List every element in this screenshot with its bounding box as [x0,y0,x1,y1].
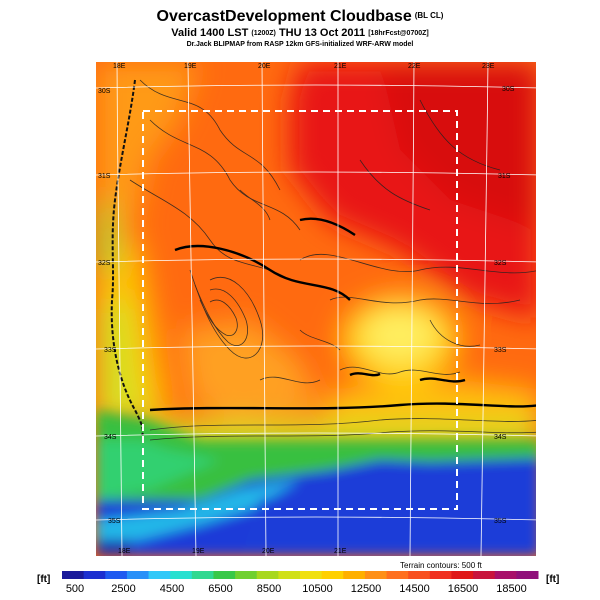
colorbar-label: 6500 [208,583,233,595]
lon-label-top: 20E [258,63,271,70]
lat-label-right: 31S [498,173,511,180]
colorbar-label: 2500 [111,583,136,595]
inner-domain-box [142,110,458,510]
lon-label-top: 21E [334,63,347,70]
colorbar-swatch [321,571,344,579]
colorbar-swatch [494,571,517,579]
colorbar-swatch [148,571,171,579]
colorbar [62,571,539,579]
lat-label-right: 32S [494,260,507,267]
colorbar-label: 12500 [350,583,382,595]
lat-label-left: 31S [98,173,111,180]
colorbar-swatch [235,571,258,579]
lon-label-top: 19E [184,63,197,70]
lon-label-top: 18E [113,63,126,70]
colorbar-swatch [343,571,366,579]
colorbar-label: 16500 [447,583,479,595]
colorbar-swatch [62,571,85,579]
colorbar-swatch [83,571,106,579]
colorbar-label: 500 [65,583,85,595]
valid-forecast: [18hrFcst@0700Z] [368,30,429,37]
valid-time: Valid 1400 LST (1200Z) THU 13 Oct 2011 [… [0,27,600,39]
lat-label-right: 35S [494,518,507,525]
lat-label-right: 30S [502,86,515,93]
colorbar-label: 18500 [496,583,527,595]
lon-label-bottom: 19E [192,548,205,555]
valid-local: (1200Z) [251,30,276,37]
lon-label-top: 22E [408,63,421,70]
colorbar-swatch [300,571,323,579]
lon-label-bottom: 21E [334,548,347,555]
lat-label-left: 35S [108,518,121,525]
unit-left: [ft] [37,574,51,585]
lat-lon-grid [96,62,536,556]
lat-label-left: 30S [98,88,111,95]
colorbar-swatch [451,571,474,579]
lat-label-left: 34S [104,434,117,441]
colorbar-swatch [213,571,236,579]
map-field [96,62,536,556]
colorbar-swatch [516,571,539,579]
colorbar-label: 10500 [302,583,333,595]
lat-label-left: 33S [104,347,117,354]
terrain-note: Terrain contours: 500 ft [400,561,482,570]
title-text: OvercastDevelopment Cloudbase [156,8,412,25]
lon-label-top: 23E [482,63,495,70]
lon-label-bottom: 18E [118,548,131,555]
colorbar-swatch [256,571,279,579]
colorbar-label: 4500 [159,583,185,595]
colorbar-swatch [105,571,128,579]
colorbar-swatch [429,571,452,579]
unit-right: [ft] [546,574,560,585]
colorbar-swatch [473,571,496,579]
lon-label-bottom: 20E [262,548,275,555]
model-line: Dr.Jack BLIPMAP from RASP 12km GFS-initi… [186,41,414,48]
chart-title: OvercastDevelopment Cloudbase (BL CL) [0,8,600,26]
terrain-contours [129,79,536,441]
coastline [110,79,144,436]
major-contours [149,217,536,412]
valid-prefix: Valid 1400 LST [171,27,249,39]
colorbar-swatch [170,571,193,579]
valid-date: THU 13 Oct 2011 [278,27,366,39]
colorbar-swatch [126,571,150,579]
colorbar-swatch [191,571,214,579]
grid-labels: 18E 19E 20E 21E 22E 23E 18E 19E 20E 21E … [98,63,515,555]
colorbar-label: 8500 [256,583,282,595]
lat-label-left: 32S [98,260,111,267]
colorbar-swatch [364,571,388,579]
colorbar-swatch [278,571,301,579]
colorbar-swatch [386,571,409,579]
lat-label-right: 34S [494,434,507,441]
colorbar-label: 14500 [399,583,430,595]
title-tag: (BL CL) [414,11,444,20]
lat-label-right: 33S [494,347,507,354]
colorbar-swatch [408,571,431,579]
